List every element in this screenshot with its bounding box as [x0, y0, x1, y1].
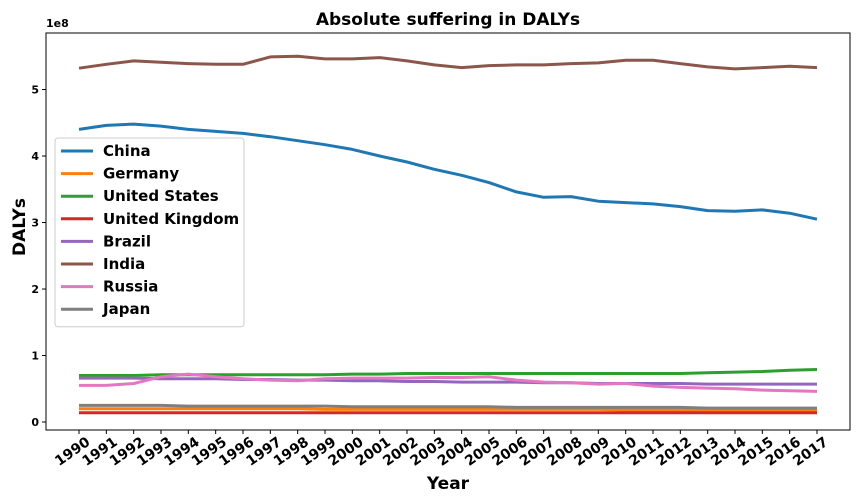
- x-axis-label: Year: [426, 474, 470, 494]
- legend-entry: India: [103, 255, 145, 273]
- legend: China Germany United States United Kingdom B…: [54, 137, 245, 328]
- legend-entry: United Kingdom: [103, 210, 239, 228]
- series-line-china: [78, 122, 818, 221]
- axes: [45, 32, 851, 431]
- y-axis-offset-label: 1e8: [46, 17, 69, 30]
- y-axis-ticks: 0 1 2 3 4 5: [31, 84, 46, 429]
- series-line-brazil: [79, 376, 817, 386]
- plot-frame: [45, 32, 851, 431]
- legend-entry: Russia: [103, 278, 158, 296]
- legend-entry: Brazil: [103, 232, 151, 250]
- series-line-japan: [79, 403, 817, 410]
- legend-entry: Japan: [102, 300, 150, 318]
- y-axis-label: DALYs: [10, 198, 30, 256]
- series-line-russia: [79, 372, 818, 393]
- legend-box: [54, 137, 245, 328]
- y-tick-label: 2: [31, 283, 39, 296]
- y-tick-label: 3: [31, 217, 39, 230]
- x-axis-ticks: 1990199119921993199419951996199719981999…: [52, 430, 831, 470]
- y-tick-label: 5: [31, 84, 39, 97]
- series-line-germany: [79, 407, 817, 412]
- legend-entry: Germany: [103, 165, 179, 183]
- series-layer: [78, 54, 818, 415]
- series-line-india: [78, 54, 818, 71]
- chart-title: Absolute suffering in DALYs: [316, 10, 580, 30]
- legend-entry: China: [103, 142, 151, 160]
- y-tick-label: 1: [31, 350, 39, 363]
- legend-entry: United States: [103, 187, 219, 205]
- y-tick-label: 0: [31, 416, 39, 429]
- y-tick-label: 4: [31, 150, 39, 163]
